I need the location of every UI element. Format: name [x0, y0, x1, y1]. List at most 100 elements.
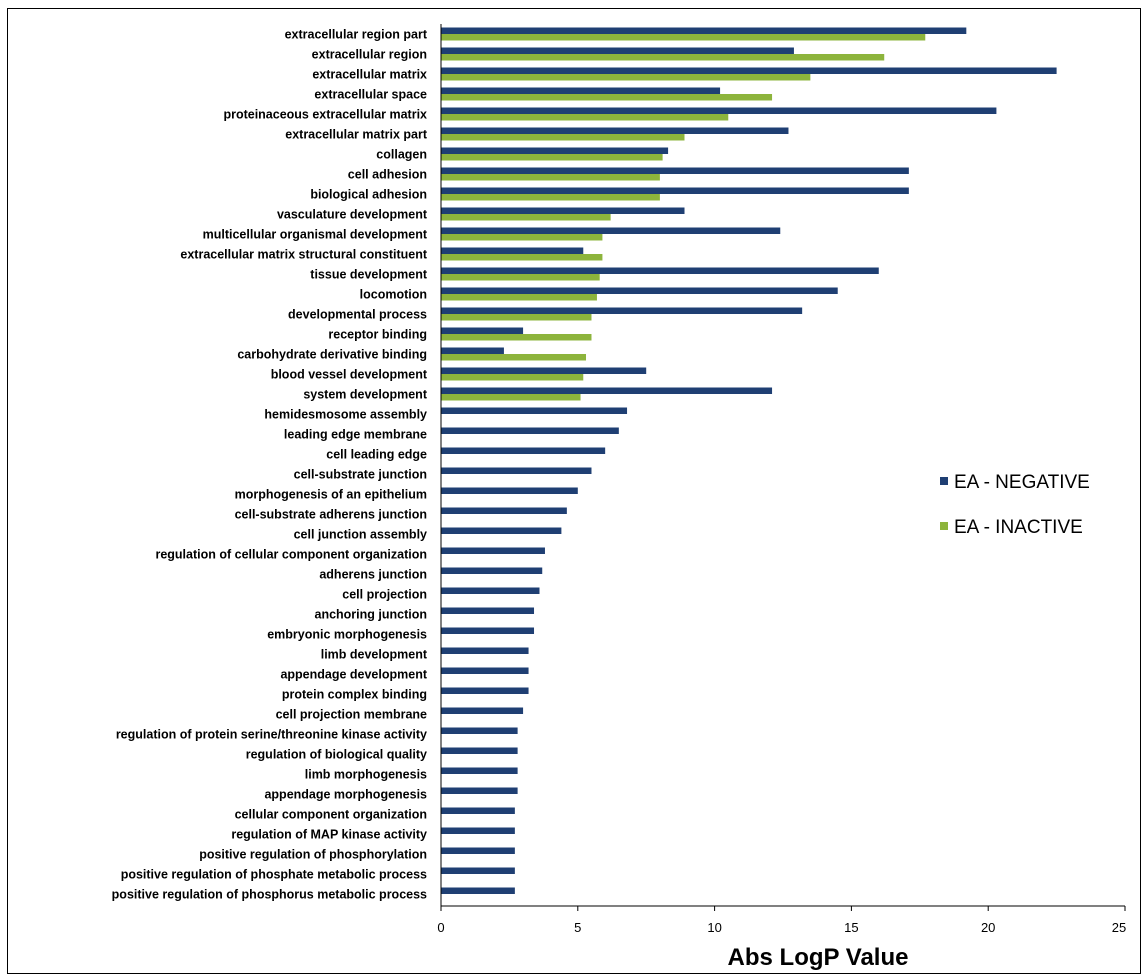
category-label: limb morphogenesis	[305, 768, 427, 782]
bar-ea-negative	[441, 507, 567, 514]
x-tick-label: 20	[981, 920, 995, 935]
bar-ea-negative	[441, 487, 578, 494]
bar-ea-negative	[441, 407, 628, 414]
category-label: hemidesmosome assembly	[264, 408, 427, 422]
category-label: cell junction assembly	[294, 528, 427, 542]
bar-ea-negative	[441, 147, 669, 154]
category-label: protein complex binding	[282, 688, 427, 702]
category-label: extracellular space	[314, 88, 427, 102]
bar-ea-negative	[441, 427, 619, 434]
category-label: blood vessel development	[271, 368, 428, 382]
bar-ea-negative	[441, 627, 535, 634]
category-label: leading edge membrane	[284, 428, 427, 442]
bar-ea-negative	[441, 687, 529, 694]
bar-ea-inactive	[441, 94, 773, 101]
bar-ea-negative	[441, 767, 518, 774]
legend: EA - NEGATIVE EA - INACTIVE	[940, 472, 1090, 538]
bar-ea-inactive	[441, 154, 663, 161]
category-label: cell leading edge	[326, 448, 427, 462]
category-label: regulation of biological quality	[246, 748, 427, 762]
legend-swatch-inactive	[940, 522, 948, 530]
bar-ea-negative	[441, 847, 515, 854]
category-label: embryonic morphogenesis	[267, 628, 427, 642]
bar-ea-inactive	[441, 194, 660, 201]
category-label: anchoring junction	[315, 608, 428, 622]
category-label: extracellular region	[312, 48, 427, 62]
bars-layer	[441, 27, 1057, 894]
bar-ea-negative	[441, 67, 1057, 74]
category-labels: extracellular region part extracellular r…	[112, 28, 428, 902]
bar-ea-inactive	[441, 134, 685, 141]
category-label: adherens junction	[319, 568, 427, 582]
bar-ea-negative	[441, 707, 524, 714]
category-label: regulation of protein serine/threonine k…	[116, 728, 427, 742]
category-label: limb development	[321, 648, 428, 662]
bar-ea-inactive	[441, 254, 603, 261]
x-tick-label: 15	[844, 920, 858, 935]
bar-ea-negative	[441, 647, 529, 654]
legend-label-negative: EA - NEGATIVE	[954, 472, 1090, 493]
category-label: positive regulation of phosphorus metabo…	[112, 888, 427, 902]
bar-ea-negative	[441, 127, 789, 134]
bar-ea-negative	[441, 567, 543, 574]
category-label: positive regulation of phosphate metabol…	[121, 868, 427, 882]
legend-label-inactive: EA - INACTIVE	[954, 517, 1083, 538]
category-label: multicellular organismal development	[203, 228, 428, 242]
bar-ea-negative	[441, 447, 606, 454]
bar-ea-negative	[441, 207, 685, 214]
category-label: extracellular matrix structural constitu…	[180, 248, 427, 262]
bar-ea-negative	[441, 667, 529, 674]
category-label: cell adhesion	[348, 168, 427, 182]
category-label: carbohydrate derivative binding	[237, 348, 427, 362]
category-label: extracellular matrix	[312, 68, 427, 82]
category-label: cell-substrate adherens junction	[235, 508, 427, 522]
x-axis: 0 5 10 15 20 25	[437, 24, 1126, 935]
bar-ea-inactive	[441, 214, 611, 221]
bar-ea-inactive	[441, 114, 729, 121]
bar-ea-negative	[441, 267, 879, 274]
x-axis-title: Abs LogP Value	[728, 944, 909, 971]
bar-ea-negative	[441, 367, 647, 374]
bar-ea-inactive	[441, 74, 811, 81]
category-label: collagen	[376, 148, 427, 162]
category-label: locomotion	[360, 288, 427, 302]
legend-swatch-negative	[940, 477, 948, 485]
bar-ea-negative	[441, 587, 540, 594]
bar-ea-inactive	[441, 354, 587, 361]
bar-ea-negative	[441, 107, 997, 114]
x-tick-label: 0	[437, 920, 444, 935]
category-label: cell projection membrane	[276, 708, 427, 722]
bar-ea-negative	[441, 327, 524, 334]
category-label: biological adhesion	[310, 188, 427, 202]
bar-ea-inactive	[441, 394, 581, 401]
category-label: tissue development	[310, 268, 428, 282]
category-label: receptor binding	[328, 328, 427, 342]
category-label: proteinaceous extracellular matrix	[223, 108, 427, 122]
x-tick-label: 25	[1112, 920, 1126, 935]
bar-ea-negative	[441, 467, 592, 474]
category-label: cellular component organization	[235, 808, 427, 822]
category-label: system development	[303, 388, 427, 402]
bar-ea-inactive	[441, 314, 592, 321]
bar-ea-negative	[441, 387, 773, 394]
category-label: regulation of cellular component organiz…	[155, 548, 427, 562]
bar-ea-negative	[441, 307, 803, 314]
category-label: morphogenesis of an epithelium	[235, 488, 427, 502]
bar-ea-negative	[441, 787, 518, 794]
bar-ea-inactive	[441, 174, 660, 181]
bar-ea-inactive	[441, 274, 600, 281]
bar-ea-inactive	[441, 334, 592, 341]
bar-ea-negative	[441, 227, 781, 234]
bar-ea-inactive	[441, 34, 926, 41]
bar-ea-negative	[441, 887, 515, 894]
category-label: extracellular region part	[285, 28, 428, 42]
bar-ea-inactive	[441, 294, 597, 301]
bar-ea-inactive	[441, 374, 584, 381]
bar-ea-negative	[441, 187, 909, 194]
bar-ea-inactive	[441, 54, 885, 61]
bar-ea-negative	[441, 807, 515, 814]
bar-ea-negative	[441, 247, 584, 254]
bar-ea-negative	[441, 287, 838, 294]
bar-ea-negative	[441, 747, 518, 754]
